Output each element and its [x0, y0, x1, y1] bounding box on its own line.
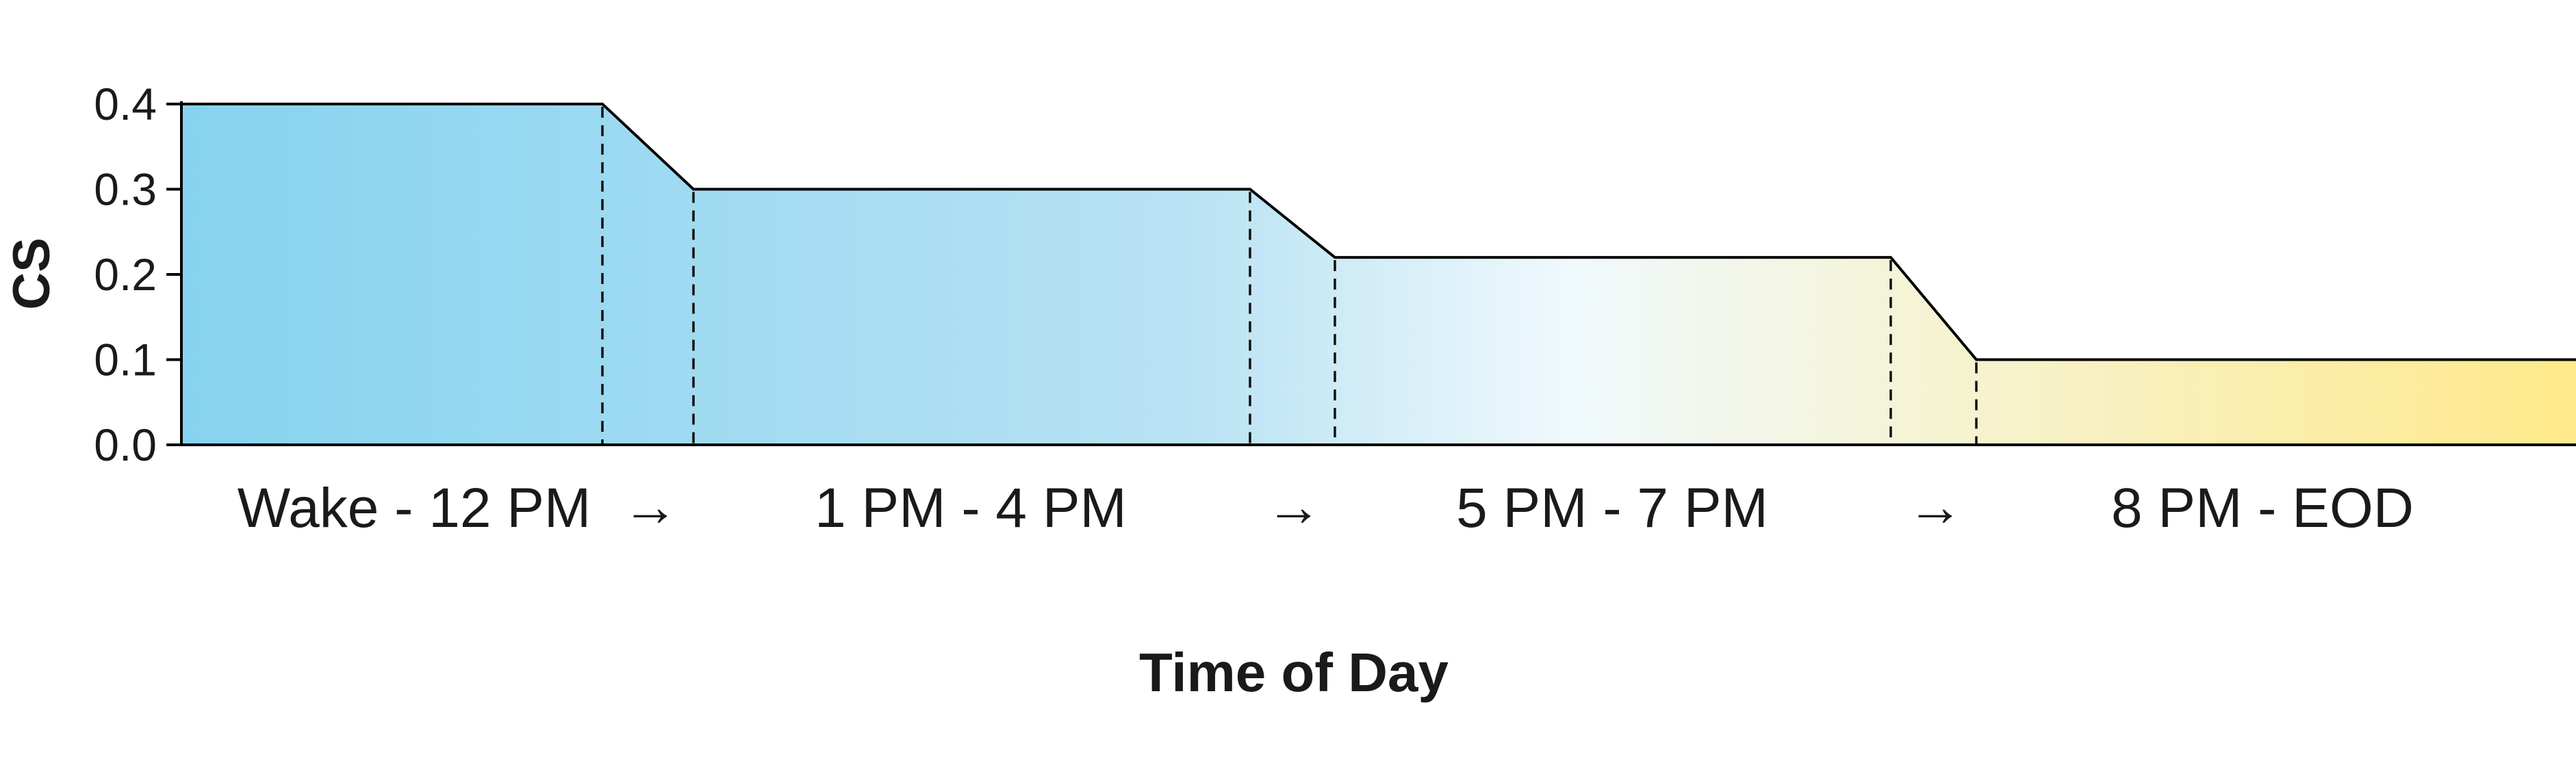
- area-layer: [181, 103, 2576, 445]
- y-axis-label: CS: [3, 237, 61, 310]
- y-tick-label: 0.4: [94, 79, 157, 129]
- cs-series-line: [181, 103, 2576, 361]
- x-category-label: 8 PM - EOD: [2111, 477, 2414, 539]
- transition-arrow: →: [1266, 476, 1322, 538]
- x-category-label: 5 PM - 7 PM: [1456, 477, 1768, 539]
- cs-area-fill: [181, 104, 2576, 445]
- divider-layer: [601, 107, 1978, 445]
- transition-arrow: →: [622, 476, 678, 538]
- y-tick-label: 0.2: [94, 249, 157, 300]
- y-tick-label: 0.0: [94, 420, 157, 470]
- x-axis-label: Time of Day: [1139, 642, 1449, 703]
- x-category-label: 1 PM - 4 PM: [815, 477, 1127, 539]
- label-layer: Wake - 12 PM 1 PM - 4 PM 5 PM - 7 PM 8 PM -…: [238, 476, 2414, 539]
- axis-layer: 0.0 0.1 0.2 0.3 0.4: [94, 79, 2576, 470]
- y-tick-label: 0.1: [94, 335, 157, 385]
- x-category-label: Wake - 12 PM: [238, 477, 591, 539]
- y-tick-label: 0.3: [94, 164, 157, 215]
- transition-arrow: →: [1907, 476, 1963, 538]
